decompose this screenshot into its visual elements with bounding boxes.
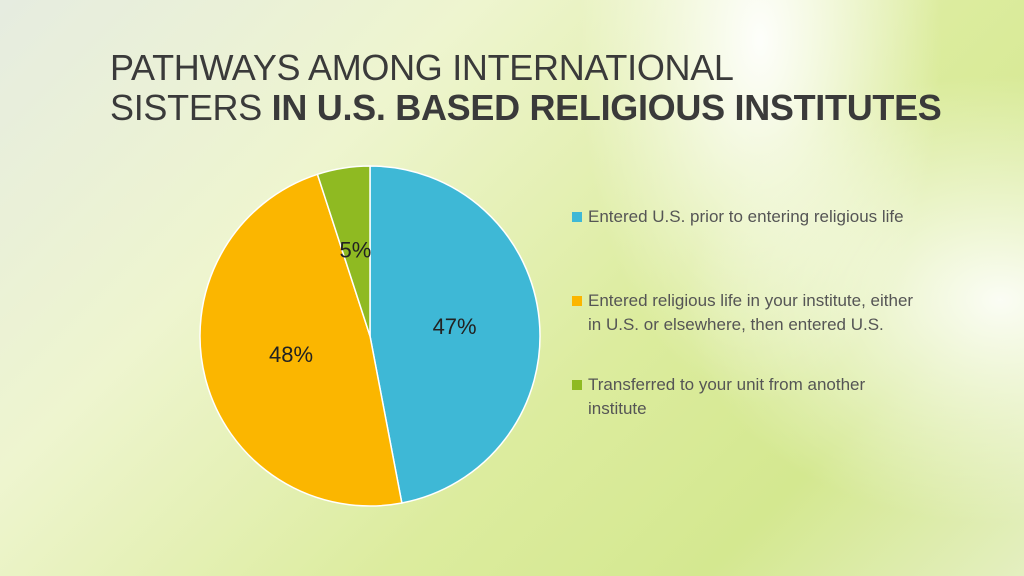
title-line-2: SISTERS IN U.S. BASED RELIGIOUS INSTITUT…	[110, 87, 942, 128]
pie-data-label-1: 47%	[433, 314, 477, 339]
legend-item-3: Transferred to your unit from another in…	[572, 373, 923, 420]
slide-title: PATHWAYS AMONG INTERNATIONAL SISTERS IN …	[110, 47, 942, 128]
pie-chart: 47% 48% 5%	[199, 165, 541, 507]
legend-label-2: Entered religious life in your institute…	[588, 291, 914, 334]
legend-swatch-2	[572, 296, 582, 306]
title-line-2-bold: IN U.S. BASED RELIGIOUS INSTITUTES	[271, 87, 942, 128]
legend-swatch-1	[572, 212, 582, 222]
pie-slice-1	[369, 165, 541, 504]
legend-swatch-3	[572, 380, 582, 390]
pie-slice-3	[316, 165, 371, 337]
legend-label-3: Transferred to your unit from another in…	[588, 375, 866, 418]
pie-data-label-2: 48%	[269, 342, 313, 367]
title-line-2-normal: SISTERS	[110, 87, 272, 128]
title-line-1: PATHWAYS AMONG INTERNATIONAL	[110, 47, 734, 88]
legend-item-2: Entered religious life in your institute…	[572, 289, 923, 336]
legend-label-1: Entered U.S. prior to entering religious…	[588, 207, 904, 226]
legend-item-1: Entered U.S. prior to entering religious…	[572, 205, 923, 229]
pie-slice-2	[199, 173, 403, 507]
pie-data-label-3: 5%	[340, 238, 372, 263]
